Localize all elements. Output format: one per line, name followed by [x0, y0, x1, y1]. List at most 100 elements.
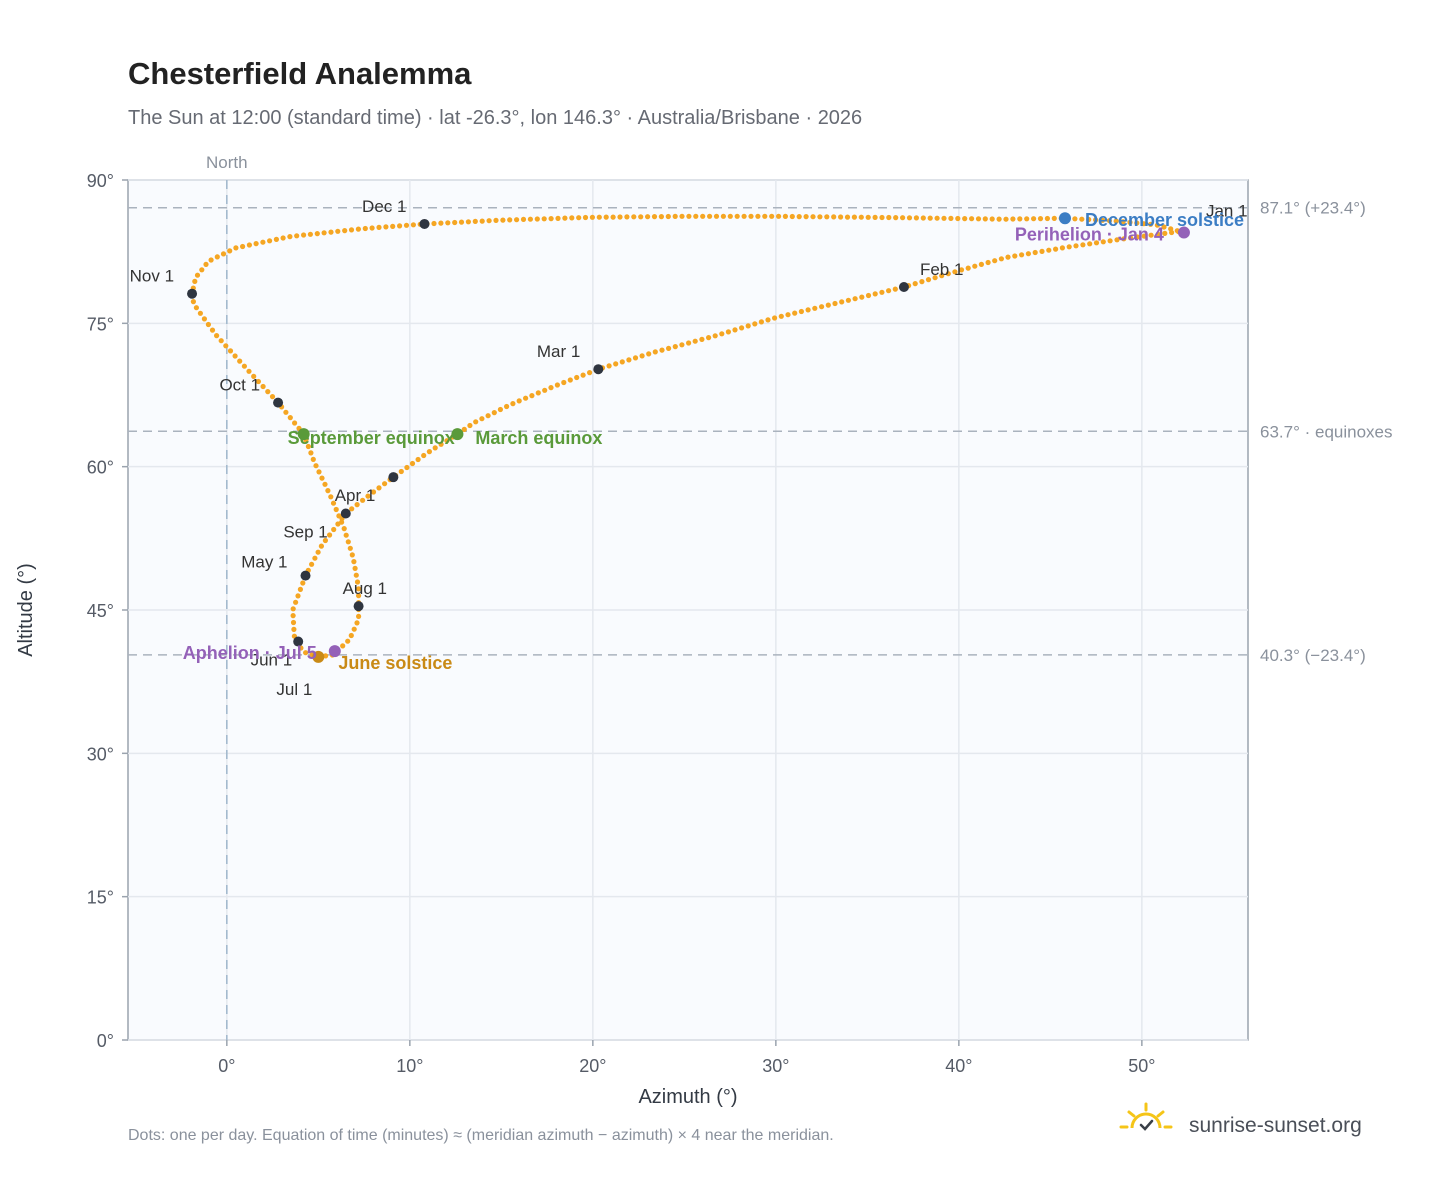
day-dot	[805, 307, 811, 313]
month-label: Apr 1	[335, 486, 376, 505]
day-dot	[335, 228, 341, 234]
day-dot	[920, 215, 926, 221]
reference-line-label: 87.1° (+23.4°)	[1260, 199, 1366, 218]
event-label: June solstice	[338, 653, 452, 673]
day-dot	[504, 403, 510, 410]
day-dot	[340, 643, 346, 649]
day-dot	[287, 415, 293, 421]
day-dot	[390, 223, 396, 229]
day-dot	[785, 312, 791, 318]
day-dot	[352, 565, 358, 572]
day-dot	[939, 273, 945, 279]
month-label: May 1	[241, 553, 287, 572]
day-dot	[858, 214, 864, 220]
day-dot	[500, 217, 506, 223]
x-tick-label: 40°	[945, 1056, 972, 1076]
reference-line-label: 63.7° · equinoxes	[1260, 422, 1393, 441]
day-dot	[269, 394, 276, 400]
day-dot	[1032, 249, 1038, 256]
day-dot	[383, 224, 389, 230]
day-dot	[1107, 238, 1113, 244]
month-label: Nov 1	[130, 267, 174, 286]
sun-logo-ray	[1127, 1110, 1136, 1118]
day-dot	[975, 216, 982, 222]
day-dot	[692, 338, 698, 344]
reference-line-label: 40.3° (−23.4°)	[1260, 646, 1366, 665]
day-dot	[707, 213, 713, 219]
day-dot	[587, 370, 593, 376]
y-tick-label: 60°	[87, 458, 114, 478]
day-dot	[693, 213, 699, 219]
day-dot	[672, 344, 678, 350]
day-dot	[1155, 231, 1161, 237]
day-dot	[1148, 232, 1154, 238]
day-dot	[969, 216, 975, 222]
day-dot	[193, 305, 199, 311]
day-dot	[398, 468, 404, 475]
day-dot	[651, 214, 658, 220]
day-dot	[982, 216, 988, 222]
day-dot	[839, 299, 845, 305]
y-tick-label: 75°	[87, 314, 114, 334]
y-axis-title: Altitude (°)	[15, 563, 37, 657]
day-dot	[473, 419, 479, 425]
day-dot	[838, 214, 844, 220]
day-dot	[312, 555, 318, 561]
day-dot	[803, 214, 809, 220]
day-dot	[291, 626, 297, 633]
day-dot	[1005, 254, 1011, 260]
day-dot	[798, 308, 805, 315]
day-dot	[255, 378, 261, 385]
day-dot	[548, 216, 554, 222]
day-dot	[782, 213, 789, 219]
day-dot	[845, 297, 852, 303]
day-dot	[679, 213, 685, 219]
day-dot	[290, 619, 297, 626]
day-dot	[626, 357, 632, 363]
day-dot	[283, 409, 289, 415]
day-dot	[486, 218, 492, 224]
day-dot	[965, 265, 971, 271]
chart-subtitle: The Sun at 12:00 (standard time) · lat -…	[128, 107, 862, 129]
day-dot	[819, 304, 825, 310]
day-dot	[218, 338, 224, 344]
x-tick-label: 0°	[218, 1056, 235, 1076]
day-dot	[360, 497, 366, 503]
day-dot	[741, 213, 747, 219]
day-dot	[432, 445, 438, 451]
day-dot	[825, 302, 831, 308]
day-dot	[220, 251, 227, 257]
day-dot	[1051, 215, 1057, 221]
day-dot	[1127, 219, 1133, 225]
day-dot	[404, 464, 410, 471]
day-dot	[1012, 253, 1018, 259]
day-dot	[725, 329, 732, 335]
day-dot	[301, 232, 307, 238]
day-dot	[686, 340, 692, 346]
day-dot	[893, 215, 899, 221]
day-dot	[919, 279, 925, 285]
y-tick-label: 15°	[87, 888, 114, 908]
day-dot	[199, 267, 205, 273]
event-marker	[312, 650, 325, 663]
day-dot	[1080, 242, 1086, 248]
day-dot	[260, 383, 266, 390]
day-dot	[769, 213, 775, 219]
day-dot	[739, 325, 745, 331]
day-dot	[297, 586, 303, 593]
day-dot	[233, 245, 239, 251]
day-dot	[472, 218, 478, 224]
day-dot	[1093, 240, 1100, 246]
day-dot	[314, 231, 320, 237]
day-dot	[241, 363, 247, 369]
day-dot	[720, 213, 727, 219]
sun-logo-ray	[1156, 1110, 1165, 1118]
month-label: Aug 1	[343, 579, 387, 598]
day-dot	[962, 216, 968, 222]
day-dot	[491, 410, 497, 416]
day-dot	[527, 216, 534, 222]
day-dot	[900, 215, 906, 221]
day-dot	[300, 580, 306, 586]
day-dot	[1053, 246, 1059, 252]
